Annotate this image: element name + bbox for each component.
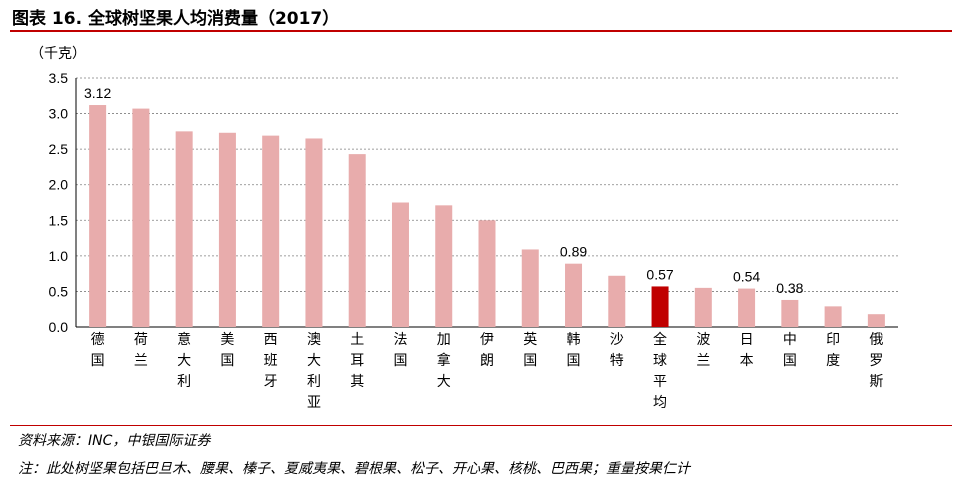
- y-axis-unit-label: （千克）: [30, 45, 86, 61]
- y-tick-label: 0.5: [49, 283, 69, 299]
- x-tick-label: 沙特: [610, 331, 624, 368]
- x-tick-label: 澳大利亚: [307, 331, 321, 410]
- source-note: 资料来源：INC，中银国际证券: [18, 433, 211, 449]
- bar: [435, 205, 453, 327]
- x-tick-label: 荷兰: [134, 331, 148, 368]
- bar: [867, 314, 885, 327]
- x-tick-label: 意大利: [177, 331, 191, 389]
- y-tick-label: 1.0: [49, 248, 69, 264]
- bar: [132, 108, 150, 327]
- bar-highlight: [651, 286, 669, 327]
- x-tick-label: 德国: [91, 331, 105, 368]
- bar: [738, 288, 756, 327]
- y-tick-label: 2.5: [49, 141, 69, 157]
- bar: [218, 132, 236, 327]
- bar: [781, 299, 799, 327]
- bar: [175, 131, 193, 327]
- x-tick-label: 伊朗: [480, 331, 494, 368]
- x-tick-label: 中国: [783, 331, 797, 368]
- x-tick-label: 法国: [393, 331, 407, 368]
- y-tick-label: 3.0: [49, 106, 69, 122]
- x-tick-label: 日本: [740, 331, 754, 368]
- bar: [391, 202, 409, 327]
- bar: [305, 138, 323, 327]
- x-tick-label: 土耳其: [350, 331, 364, 389]
- y-tick-label: 0.0: [49, 319, 69, 335]
- bar: [608, 275, 626, 327]
- x-tick-label: 韩国: [567, 331, 581, 368]
- footer-rule: [10, 425, 952, 426]
- x-tick-label: 西班牙: [264, 331, 278, 389]
- bar: [824, 306, 842, 327]
- x-tick-label: 俄罗斯: [869, 331, 883, 389]
- bar: [565, 263, 583, 327]
- bar: [521, 249, 539, 327]
- x-tick-label: 波兰: [696, 331, 710, 368]
- data-label: 3.12: [84, 85, 111, 101]
- data-label: 0.38: [776, 280, 803, 296]
- data-label: 0.54: [733, 269, 760, 285]
- x-tick-label: 印度: [826, 331, 840, 368]
- data-label: 0.89: [560, 244, 587, 260]
- bar: [478, 220, 496, 327]
- bar: [89, 105, 107, 327]
- x-tick-label: 加拿大: [437, 331, 451, 389]
- data-label: 0.57: [646, 266, 673, 282]
- bar: [262, 135, 280, 327]
- bar: [694, 287, 712, 327]
- y-tick-label: 1.5: [49, 212, 69, 228]
- title-rule: [10, 30, 952, 32]
- bar: [348, 154, 366, 327]
- x-tick-label: 美国: [220, 331, 234, 368]
- y-tick-label: 3.5: [49, 70, 69, 86]
- footnote: 注：此处树坚果包括巴旦木、腰果、榛子、夏威夷果、碧根果、松子、开心果、核桃、巴西…: [18, 461, 690, 477]
- y-tick-label: 2.0: [49, 177, 69, 193]
- x-tick-label: 全球平均: [653, 331, 667, 410]
- x-tick-label: 英国: [523, 331, 537, 368]
- chart-title: 图表 16. 全球树坚果人均消费量（2017）: [12, 9, 340, 29]
